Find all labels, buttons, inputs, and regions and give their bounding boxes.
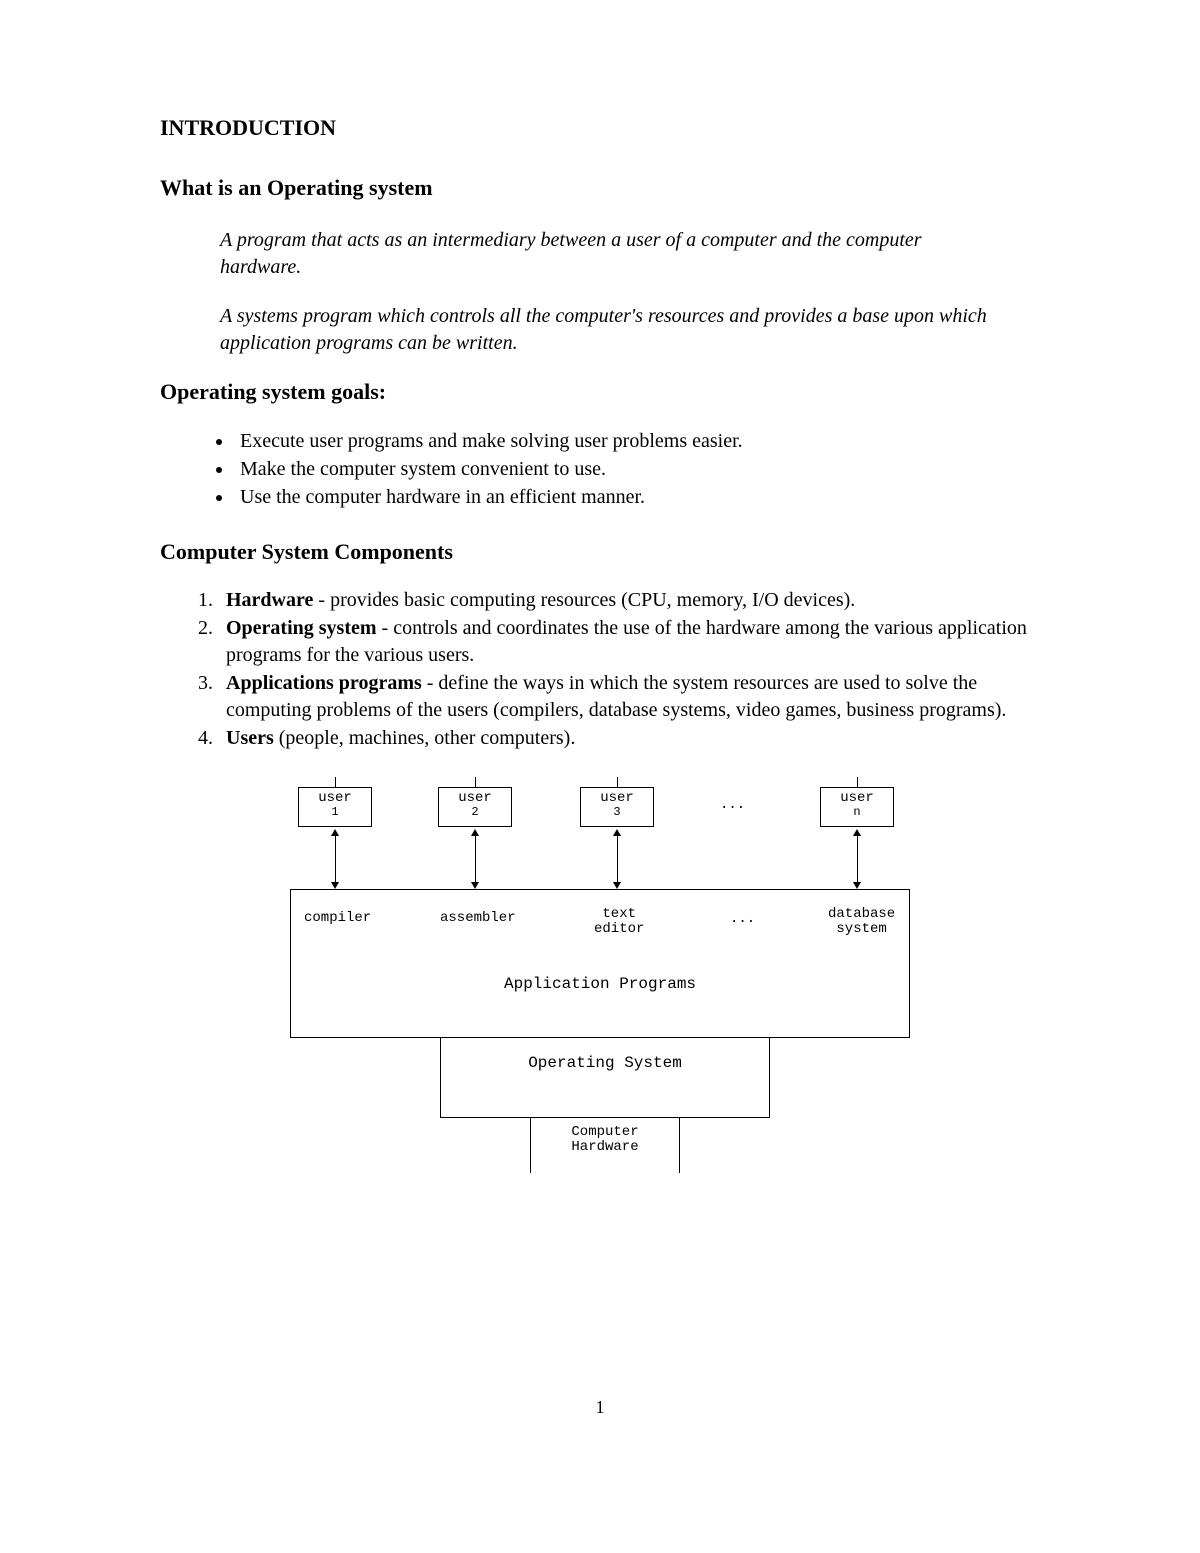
- diagram-os-box: Operating System: [440, 1037, 770, 1117]
- arrowhead-up-icon: [613, 829, 621, 836]
- arrowhead-down-icon: [853, 882, 861, 889]
- goal-item: Use the computer hardware in an efficien…: [234, 483, 1040, 511]
- diagram-app-label: compiler: [304, 911, 371, 926]
- goal-item: Execute user programs and make solving u…: [234, 427, 1040, 455]
- diagram-tick: [335, 777, 336, 787]
- diagram-hw-box: Computer Hardware: [530, 1117, 680, 1173]
- diagram-os-label: Operating System: [528, 1054, 682, 1072]
- document-page: INTRODUCTION What is an Operating system…: [0, 0, 1200, 1553]
- arrowhead-down-icon: [331, 882, 339, 889]
- arrowhead-up-icon: [471, 829, 479, 836]
- diagram-user-label: user: [318, 790, 352, 806]
- diagram-user-index: n: [853, 805, 860, 819]
- components-list: Hardware - provides basic computing reso…: [160, 587, 1040, 753]
- diagram-ellipsis: ...: [720, 797, 745, 813]
- goals-list: Execute user programs and make solving u…: [160, 427, 1040, 511]
- arrowhead-down-icon: [613, 882, 621, 889]
- diagram-section-title: Application Programs: [280, 975, 920, 993]
- arrowhead-up-icon: [853, 829, 861, 836]
- component-item: Applications programs - define the ways …: [218, 670, 1040, 725]
- definition-block: A program that acts as an intermediary b…: [220, 227, 1000, 357]
- diagram-line: [530, 1117, 680, 1118]
- component-name: Users: [226, 727, 274, 749]
- diagram-line: [290, 1037, 440, 1038]
- diagram-arrow-line: [335, 836, 336, 882]
- diagram-arrow-line: [617, 836, 618, 882]
- diagram-user-index: 1: [331, 805, 338, 819]
- diagram-user-box: user 1: [298, 787, 372, 827]
- arrowhead-down-icon: [471, 882, 479, 889]
- diagram-app-label: assembler: [440, 911, 516, 926]
- diagram-app-label-line: system: [836, 921, 886, 937]
- diagram-app-label-line: editor: [594, 921, 644, 937]
- diagram-tick: [857, 777, 858, 787]
- heading-os-goals: Operating system goals:: [160, 379, 1040, 405]
- component-item: Operating system - controls and coordina…: [218, 615, 1040, 670]
- goal-item: Make the computer system convenient to u…: [234, 455, 1040, 483]
- system-layers-diagram: user 1 user 2 user 3 ... user n: [280, 787, 920, 1217]
- diagram-user-box: user 3: [580, 787, 654, 827]
- component-name: Operating system: [226, 617, 377, 639]
- diagram-app-label-line: database: [828, 906, 895, 922]
- diagram-hw-label-line: Computer: [571, 1124, 638, 1140]
- arrowhead-up-icon: [331, 829, 339, 836]
- component-item: Hardware - provides basic computing reso…: [218, 587, 1040, 615]
- diagram-line: [440, 1117, 530, 1118]
- diagram-user-label: user: [458, 790, 492, 806]
- diagram-arrow-line: [857, 836, 858, 882]
- component-item: Users (people, machines, other computers…: [218, 725, 1040, 753]
- component-desc: (people, machines, other computers).: [274, 727, 576, 749]
- diagram-app-label-line: text: [602, 906, 636, 922]
- diagram-app-label: text editor: [594, 907, 644, 938]
- diagram-line: [680, 1117, 770, 1118]
- diagram-user-box: user 2: [438, 787, 512, 827]
- page-number: 1: [0, 1397, 1200, 1418]
- diagram-user-label: user: [840, 790, 874, 806]
- diagram-hw-label-line: Hardware: [571, 1139, 638, 1155]
- diagram-ellipsis: ...: [730, 911, 755, 927]
- diagram-user-index: 3: [613, 805, 620, 819]
- diagram-tick: [617, 777, 618, 787]
- definition-1: A program that acts as an intermediary b…: [220, 227, 1000, 281]
- diagram-user-index: 2: [471, 805, 478, 819]
- component-name: Applications programs: [226, 672, 422, 694]
- diagram-user-label: user: [600, 790, 634, 806]
- diagram-line: [770, 1037, 910, 1038]
- heading-introduction: INTRODUCTION: [160, 115, 1040, 141]
- heading-what-is-os: What is an Operating system: [160, 175, 1040, 201]
- diagram-user-box: user n: [820, 787, 894, 827]
- diagram-app-label: database system: [828, 907, 895, 938]
- heading-components: Computer System Components: [160, 539, 1040, 565]
- diagram-tick: [475, 777, 476, 787]
- diagram-arrow-line: [475, 836, 476, 882]
- component-desc: - provides basic computing resources (CP…: [313, 589, 855, 611]
- definition-2: A systems program which controls all the…: [220, 303, 1000, 357]
- component-name: Hardware: [226, 589, 313, 611]
